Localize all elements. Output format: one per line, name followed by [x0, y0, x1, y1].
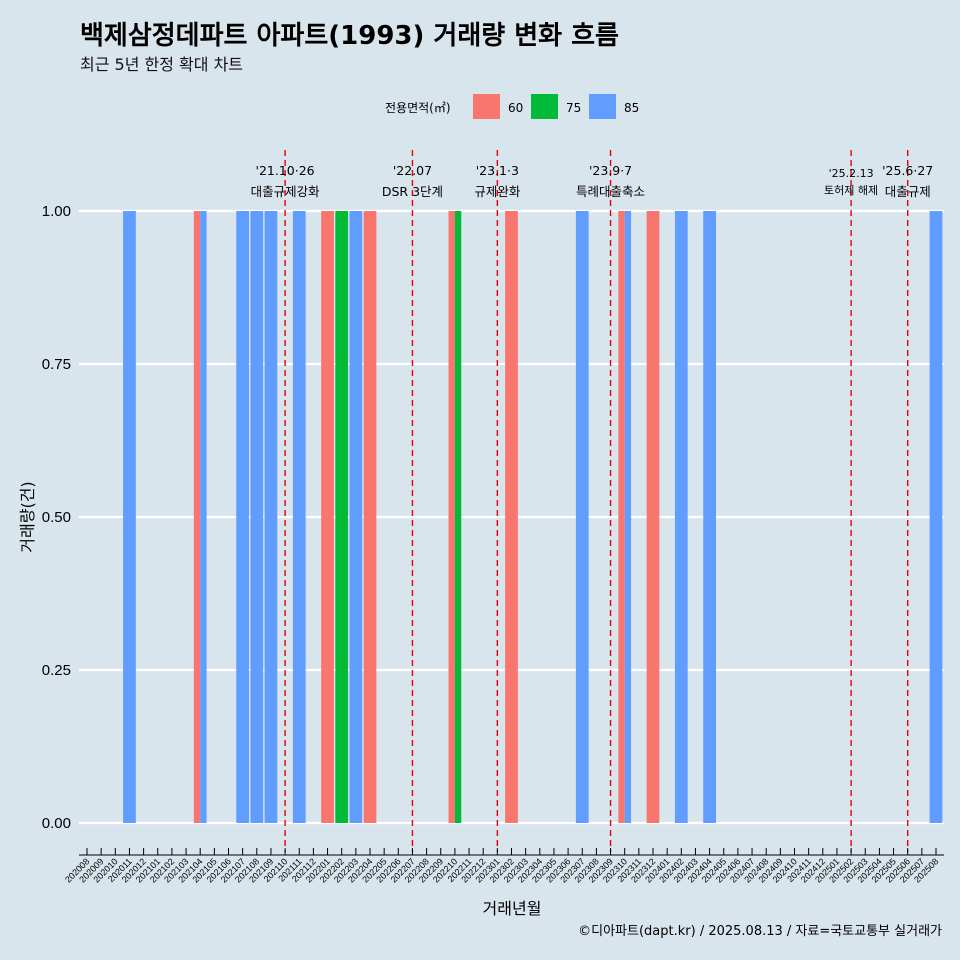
legend-swatch-85 — [589, 94, 616, 119]
bar-85-202104 — [200, 211, 207, 823]
event-markers: '21.10·26 대출규제강화 '22.07 DSR 3단계 '23.1·3 규제완화 '… — [251, 150, 933, 852]
event-name-label: 토허제 해제 — [824, 183, 878, 197]
bar-85-202402 — [674, 211, 688, 823]
bar-85-202107 — [236, 211, 250, 823]
legend-swatch-75 — [531, 94, 558, 119]
legend: 전용면적(㎡) 60 75 85 — [385, 94, 639, 119]
event-date-label: '23.1·3 — [476, 163, 519, 178]
y-tick-label: 0.00 — [42, 815, 71, 832]
bar-75-202202 — [335, 211, 349, 823]
bar-85-202307 — [575, 211, 589, 823]
bar-85-202310 — [624, 211, 632, 823]
x-axis-title: 거래년월 — [483, 899, 542, 918]
bar-85-202203 — [349, 211, 363, 823]
event-name-label: 규제완화 — [474, 184, 521, 199]
legend-swatch-60 — [473, 94, 500, 119]
legend-label-85: 85 — [624, 101, 639, 115]
bar-60-202310 — [618, 211, 625, 823]
bar-85-202111 — [292, 211, 306, 823]
event-name-label: 대출규제 — [885, 184, 931, 199]
chart-subtitle: 최근 5년 한정 확대 차트 — [80, 55, 243, 74]
event-date-label: '25.2.13 — [829, 167, 874, 180]
bar-85-202508 — [929, 211, 943, 823]
event-date-label: '23.9·7 — [589, 163, 632, 178]
x-axis: 2020082020092020102020112020122021012021… — [63, 848, 944, 885]
legend-title: 전용면적(㎡) — [385, 101, 451, 115]
legend-label-75: 75 — [566, 101, 581, 115]
event-name-label: 대출규제강화 — [251, 184, 321, 199]
bars — [123, 211, 943, 823]
y-tick-label: 0.75 — [42, 356, 71, 373]
y-tick-label: 0.25 — [42, 662, 71, 679]
bar-60-202210 — [448, 211, 455, 823]
event-date-label: '21.10·26 — [256, 163, 315, 178]
bar-60-202201 — [321, 211, 334, 823]
bar-60-202104 — [193, 211, 201, 823]
bar-85-202404 — [703, 211, 716, 823]
bar-85-202109 — [264, 211, 278, 823]
bar-85-202108 — [250, 211, 264, 823]
bar-75-202210 — [454, 211, 462, 823]
chart-caption: ©디아파트(dapt.kr) / 2025.08.13 / 자료=국토교통부 실… — [578, 924, 942, 939]
event-name-label: DSR 3단계 — [382, 184, 443, 199]
bar-85-202011 — [123, 211, 136, 823]
bar-60-202204 — [363, 211, 377, 823]
bar-60-202302 — [505, 211, 518, 823]
event-date-label: '22.07 — [393, 163, 432, 178]
bar-60-202312 — [646, 211, 660, 823]
y-tick-label: 0.50 — [42, 509, 71, 526]
y-axis-title: 거래량(건) — [18, 481, 37, 552]
chart-title: 백제삼정데파트 아파트(1993) 거래량 변화 흐름 — [80, 21, 619, 51]
y-tick-label: 1.00 — [42, 203, 71, 220]
event-date-label: '25.6·27 — [882, 163, 933, 178]
y-tick-labels: 0.00 0.25 0.50 0.75 1.00 — [42, 203, 71, 832]
event-name-label: 특례대출축소 — [576, 184, 645, 199]
legend-label-60: 60 — [508, 101, 523, 115]
